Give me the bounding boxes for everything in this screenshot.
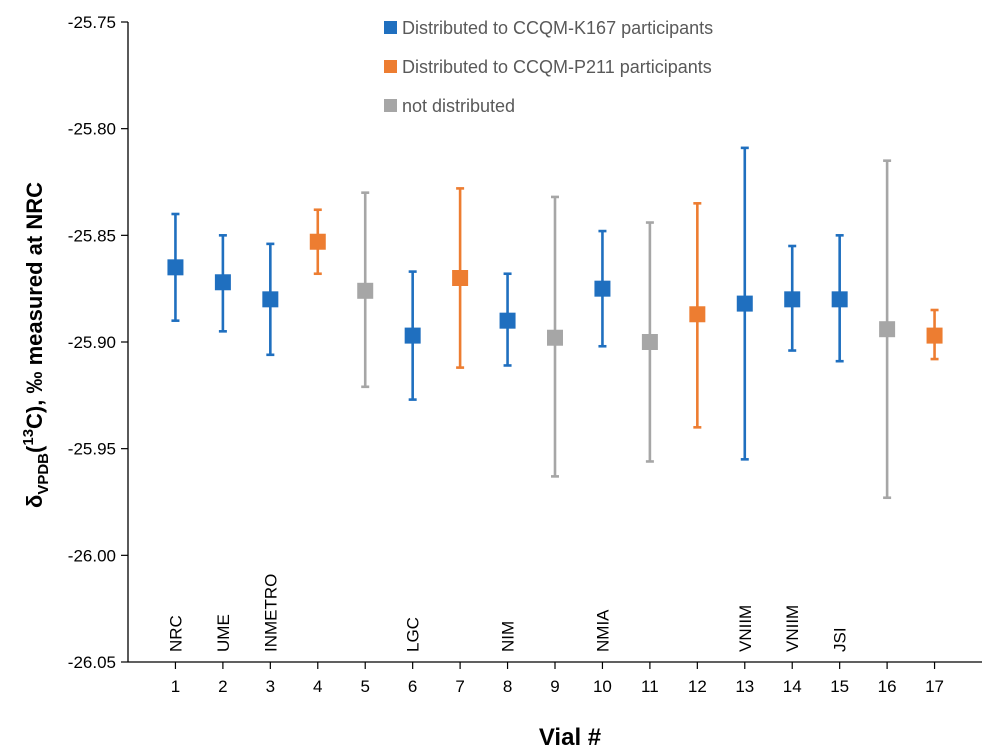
data-point — [309, 233, 326, 250]
x-tick-label: 4 — [313, 677, 322, 696]
x-tick-label: 10 — [593, 677, 612, 696]
x-tick-label: 6 — [408, 677, 417, 696]
institute-labels: NRC UME INMETRO LGC NIM NMIA VNIIM VNIIM JSI — [166, 574, 849, 652]
y-tick-label: -25.90 — [68, 333, 116, 352]
y-axis-ticks: -25.75 -25.80 -25.85 -25.90 -25.95 -26.00 -26.… — [68, 13, 128, 672]
x-tick-label: 8 — [503, 677, 512, 696]
data-point — [594, 280, 611, 297]
x-tick-label: 14 — [783, 677, 802, 696]
x-tick-label: 15 — [830, 677, 849, 696]
legend-swatch — [384, 21, 397, 34]
data-point — [452, 270, 469, 286]
institute-label: NIM — [499, 621, 518, 652]
x-axis-title: Vial # — [539, 724, 601, 751]
data-point — [404, 327, 421, 344]
legend: Distributed to CCQM-K167 participants Dis… — [384, 18, 713, 116]
institute-label: VNIIM — [736, 605, 755, 652]
data-point — [547, 329, 563, 346]
y-tick-label: -25.75 — [68, 13, 116, 32]
institute-label: LGC — [404, 617, 423, 652]
x-tick-label: 11 — [641, 677, 659, 696]
institute-label: UME — [214, 614, 233, 652]
y-tick-label: -26.05 — [68, 653, 116, 672]
data-point — [499, 312, 516, 329]
x-tick-label: 12 — [688, 677, 707, 696]
data-series — [167, 146, 943, 500]
data-point — [357, 282, 374, 299]
data-point — [879, 321, 896, 338]
series-3 — [357, 159, 896, 500]
y-tick-label: -26.00 — [68, 546, 116, 565]
x-tick-label: 7 — [455, 677, 464, 696]
data-point — [689, 306, 706, 323]
legend-label: Distributed to CCQM-K167 participants — [402, 18, 713, 38]
series-1 — [167, 146, 848, 461]
data-point — [262, 291, 279, 308]
y-tick-label: -25.95 — [68, 440, 116, 459]
institute-label: INMETRO — [261, 574, 280, 652]
institute-label: NRC — [166, 615, 185, 652]
legend-label: not distributed — [402, 96, 515, 116]
x-tick-label: 5 — [360, 677, 369, 696]
x-tick-label: 17 — [925, 677, 944, 696]
data-point — [926, 327, 943, 344]
x-tick-label: 3 — [266, 677, 275, 696]
x-axis-ticks: 1 2 3 4 5 6 7 8 9 10 11 12 13 14 15 16 17 — [171, 662, 944, 696]
data-point — [736, 295, 753, 312]
y-axis-title: δVPDB(13C), ‰ measured at NRC — [20, 182, 52, 508]
y-axis-title-open: ( — [22, 445, 47, 453]
y-axis-title-superscript: 13 — [20, 429, 37, 446]
y-tick-label: -25.80 — [68, 120, 116, 139]
institute-label: NMIA — [593, 609, 612, 652]
data-point — [831, 291, 848, 308]
y-tick-label: -25.85 — [68, 226, 116, 245]
legend-label: Distributed to CCQM-P211 participants — [402, 57, 712, 77]
y-axis-title-subscript: VPDB — [35, 453, 52, 495]
y-axis-title-prefix: δ — [22, 495, 47, 508]
x-tick-label: 1 — [171, 677, 180, 696]
institute-label: JSI — [831, 627, 850, 652]
data-point — [784, 291, 801, 308]
legend-swatch — [384, 99, 397, 112]
y-axis-title-rest: C), ‰ measured at NRC — [22, 182, 47, 429]
x-tick-label: 13 — [735, 677, 754, 696]
x-tick-label: 16 — [878, 677, 897, 696]
x-tick-label: 2 — [218, 677, 227, 696]
legend-swatch — [384, 60, 397, 73]
series-2 — [309, 187, 943, 429]
institute-label: VNIIM — [783, 605, 802, 652]
data-point — [167, 259, 184, 276]
data-point — [214, 274, 231, 291]
x-tick-label: 9 — [550, 677, 559, 696]
data-point — [641, 334, 658, 350]
